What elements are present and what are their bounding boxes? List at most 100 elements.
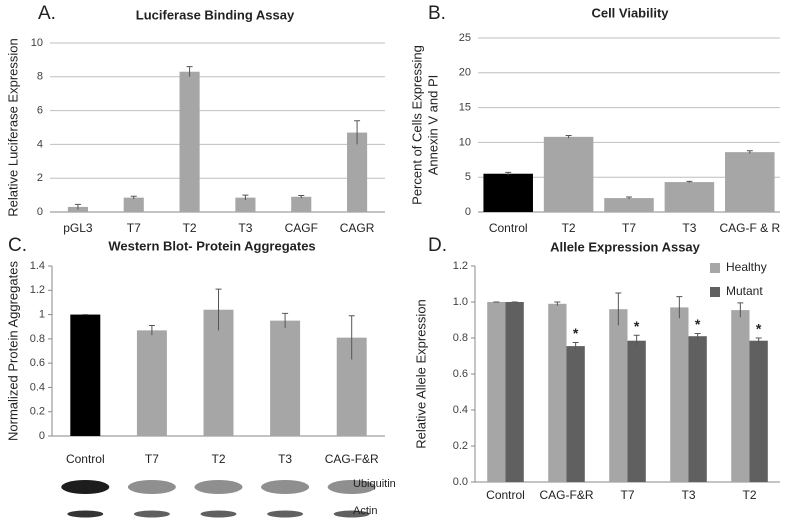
legend-label: Healthy [726,260,767,274]
x-tick-label: T3 [278,452,292,466]
blot-band [61,480,110,494]
y-tick-label: 0 [37,206,43,218]
error-bar [148,325,155,336]
y-tick-label: 1.0 [453,296,468,308]
y-tick-label: 1 [39,308,45,320]
y-tick-label: 0.2 [30,406,45,418]
y-tick-label: 8 [37,71,43,83]
bar [566,346,585,482]
error-bar [737,302,744,318]
error-bar [572,342,579,350]
y-axis-label: Relative Allele Expression [413,299,428,449]
y-tick-label: 0.8 [453,332,468,344]
significance-marker: * [634,318,640,334]
blot-band [267,510,304,518]
bar [548,303,567,482]
bar [725,152,775,212]
chart-title: Western Blot- Protein Aggregates [108,238,315,253]
significance-marker: * [756,321,762,337]
bar [670,307,689,482]
bar [291,196,312,212]
y-tick-label: 25 [459,32,471,44]
x-tick-label: Control [486,488,525,502]
x-tick-label: Control [489,221,528,235]
x-tick-label: T3 [681,488,695,502]
x-tick-label: CAGR [340,221,375,235]
bar [688,336,707,482]
panel-label: C. [8,235,27,256]
x-tick-label: CAGF [285,221,318,235]
bar [270,320,301,436]
y-tick-label: 2 [37,172,43,184]
blot-band [333,510,370,518]
bar [123,197,144,212]
x-tick-label: T3 [238,221,252,235]
error-bar [565,134,572,139]
y-axis-label: Annexin V and PI [425,75,440,175]
error-bar [626,196,632,200]
chart-title: Allele Expression Assay [550,239,701,254]
blot-band [133,510,170,518]
bar [487,302,506,482]
panel-label: D. [428,235,447,256]
x-tick-label: T3 [682,221,696,235]
bar [543,136,594,212]
error-bar [686,180,693,183]
blot-label: Ubiquitin [353,478,396,490]
error-bar [633,334,640,347]
y-tick-label: 15 [459,102,471,114]
error-bar [554,301,561,306]
x-tick-label: T2 [742,488,756,502]
y-tick-label: 1.2 [30,284,45,296]
error-bar [694,333,701,339]
y-tick-label: 0 [465,206,471,218]
blot-band [127,480,176,494]
bar [70,314,101,436]
bar [664,182,715,212]
panel-label: B. [428,3,446,24]
error-bar [130,195,137,199]
blot-label: Actin [353,505,377,517]
bar [609,309,628,482]
x-tick-label: CAG-F&R [540,488,594,502]
x-tick-label: pGL3 [63,221,93,235]
error-bar [298,194,305,199]
y-tick-label: 10 [31,37,43,49]
error-bar [186,66,193,77]
error-bar [755,337,762,344]
y-axis-label: Normalized Protein Aggregates [5,261,20,441]
blot-band [194,480,243,494]
x-tick-label: T2 [562,221,576,235]
y-tick-label: 0 [39,430,45,442]
x-tick-label: CAG-F & R [719,221,780,235]
blot-band [67,510,104,518]
y-tick-label: 0.6 [453,368,468,380]
bar [235,197,256,212]
bar [347,132,368,212]
x-tick-label: T7 [127,221,141,235]
chart-title: Cell Viability [591,5,669,20]
bar [627,340,646,482]
error-bar [215,288,222,331]
blot-band [200,510,237,518]
error-bar [746,150,753,154]
error-bar [505,171,512,176]
y-tick-label: 0.2 [453,440,468,452]
x-tick-label: T2 [211,452,225,466]
significance-marker: * [573,325,579,341]
y-tick-label: 1.2 [453,260,468,272]
x-tick-label: T2 [183,221,197,235]
y-tick-label: 10 [459,136,471,148]
bar [604,198,654,212]
error-bar [615,292,622,326]
bar [505,302,524,482]
x-tick-label: Control [66,452,105,466]
y-tick-label: 20 [459,67,471,79]
y-tick-label: 1.4 [30,260,45,272]
x-tick-label: T7 [622,221,636,235]
error-bar [242,194,249,201]
error-bar [354,120,361,145]
bar [731,310,750,482]
y-axis-label: Percent of Cells Expressing [409,45,424,205]
legend-swatch [710,287,720,297]
